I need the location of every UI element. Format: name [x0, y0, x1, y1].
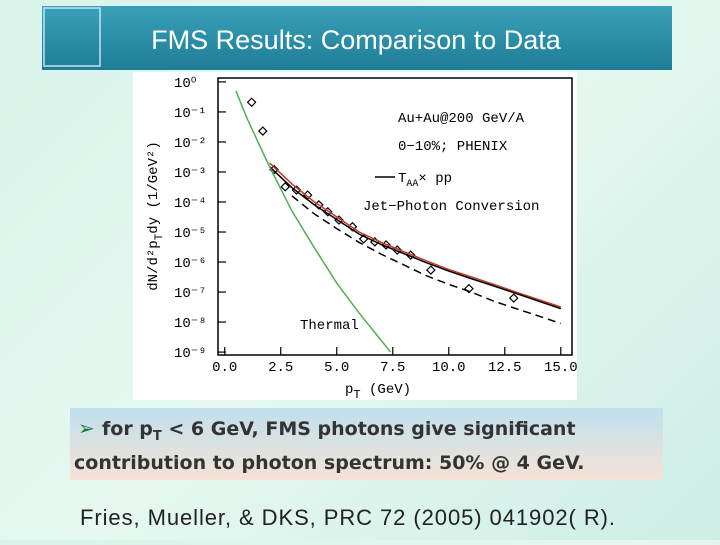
annotation: TAA× pp	[398, 171, 452, 190]
y-tick-label: 10⁻⁶	[174, 256, 207, 272]
data-point	[257, 126, 268, 136]
label-sub: T	[154, 233, 166, 240]
label-text: dy (1/GeV²)	[146, 141, 162, 233]
bullet-sub: T	[153, 429, 162, 444]
plot-frame	[217, 77, 573, 356]
x-tick-label: 7.5	[380, 360, 405, 376]
annotation: Jet−Photon Conversion	[363, 199, 539, 215]
y-tick-label: 10⁻⁴	[174, 196, 207, 212]
y-tick-label: 10⁻¹	[174, 106, 207, 122]
bullet-text: < 6 GeV, FMS photons give significant	[162, 418, 576, 440]
x-tick-label: 10.0	[432, 360, 466, 376]
y-tick-label: 10⁻⁵	[174, 226, 207, 242]
label-text: dN/d²p	[146, 240, 162, 290]
data-point	[280, 181, 291, 192]
y-tick-label: 10⁻⁷	[174, 286, 207, 302]
annotation: Au+Au@200 GeV/A	[398, 111, 525, 127]
y-tick-label: 10⁻²	[174, 136, 207, 152]
x-tick-label: 0.0	[212, 360, 237, 376]
data-point	[425, 265, 436, 275]
curve	[235, 90, 392, 353]
curve	[269, 166, 562, 310]
bullet-box	[70, 408, 663, 480]
data-point	[322, 206, 333, 217]
slide-title: FMS Results: Comparison to Data	[151, 25, 562, 55]
y-axis-label: dN/d²pTdy (1/GeV²)	[146, 141, 166, 290]
y-tick-label: 10⁻⁹	[174, 346, 207, 362]
x-tick-label: 15.0	[544, 360, 578, 376]
bullet-marker: ➢	[78, 416, 95, 440]
curve	[269, 162, 562, 308]
y-tick-label: 10⁰	[174, 76, 197, 92]
y-tick-label: 10⁻⁸	[174, 316, 207, 332]
data-point	[508, 293, 519, 303]
label-sub: T	[353, 388, 360, 402]
annotation: Thermal	[300, 318, 359, 334]
y-tick-label: 10⁻³	[174, 166, 207, 182]
data-point	[246, 97, 257, 108]
x-axis-label: pT (GeV)	[345, 382, 411, 402]
title-square	[43, 7, 101, 67]
annotation: 0−10%; PHENIX	[398, 139, 508, 155]
x-tick-label: 5.0	[324, 360, 349, 376]
data-point	[392, 245, 403, 255]
bullet-line: for pT < 6 GeV, FMS photons give signifi…	[102, 418, 576, 444]
label-text: (GeV)	[361, 382, 411, 398]
bullet-line: contribution to photon spectrum: 50% @ 4…	[74, 452, 584, 474]
plot: 0.0 2.5 5.0 7.5 10.0 12.5 15.0 10⁰ 10⁻¹ 10⁻² 10⁻³ 1…	[174, 76, 578, 376]
annotation-text: × pp	[418, 171, 452, 187]
x-tick-label: 12.5	[488, 360, 522, 376]
x-tick-label: 2.5	[268, 360, 293, 376]
citation: Fries, Mueller, & DKS, PRC 72 (2005) 041…	[80, 505, 615, 530]
chart-background	[133, 72, 577, 400]
label-text: p	[345, 382, 353, 398]
curve	[291, 195, 562, 325]
bullet-text: for p	[102, 418, 153, 440]
data-point	[464, 283, 474, 294]
bullet-text: contribution to photon spectrum: 50% @ 4…	[74, 452, 584, 474]
title-bar	[42, 6, 672, 70]
annotation-text: T	[398, 171, 406, 187]
annotation-sub: AA	[406, 179, 418, 190]
